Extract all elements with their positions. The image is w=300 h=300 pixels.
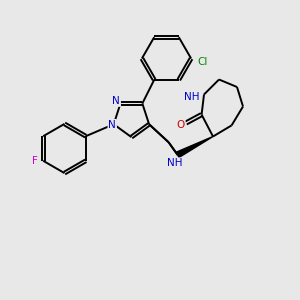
Text: NH: NH: [167, 158, 182, 168]
Text: O: O: [176, 120, 185, 130]
Text: N: N: [108, 120, 116, 130]
Text: NH: NH: [184, 92, 199, 102]
Text: N: N: [112, 96, 120, 106]
Text: Cl: Cl: [197, 57, 208, 67]
Polygon shape: [176, 136, 213, 158]
Text: F: F: [32, 156, 38, 166]
